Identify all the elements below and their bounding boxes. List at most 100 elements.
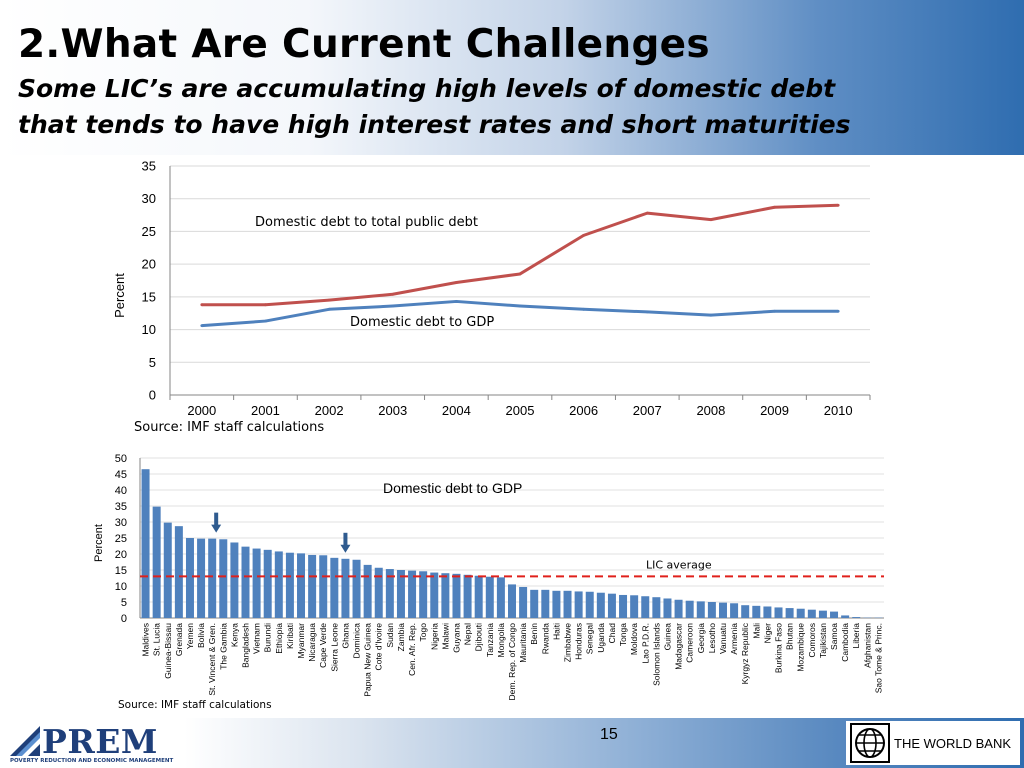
bar <box>141 469 150 618</box>
y-axis-label: Percent <box>112 273 127 318</box>
bar <box>285 552 294 618</box>
bar <box>496 577 505 618</box>
header-banner: 2.What Are Current Challenges Some LIC’s… <box>0 0 1024 155</box>
highlight-arrow-head <box>211 524 222 533</box>
bar <box>830 611 839 618</box>
x-category-label: Togo <box>418 623 428 642</box>
x-category-label: St. Lucia <box>152 623 162 656</box>
bar <box>796 608 805 618</box>
chart-source: Source: IMF staff calculations <box>134 420 324 435</box>
bar <box>718 602 727 618</box>
x-category-label: Bolivia <box>196 623 206 648</box>
bar <box>785 608 794 618</box>
bar <box>341 558 350 618</box>
x-tick-label: 2001 <box>251 403 280 418</box>
x-category-label: Liberia <box>851 623 861 649</box>
series-point <box>518 272 522 276</box>
x-category-label: Cameroon <box>685 623 695 663</box>
bar <box>396 570 405 618</box>
y-tick-label: 35 <box>115 501 127 513</box>
bar <box>674 599 683 618</box>
globe-icon <box>850 723 890 763</box>
subtitle-line-2: that tends to have high interest rates a… <box>18 110 851 139</box>
x-category-label: Cambodia <box>840 623 850 662</box>
bar <box>818 610 827 618</box>
x-category-label: Papua New Guinea <box>363 623 373 697</box>
prem-tagline: POVERTY REDUCTION AND ECONOMIC MANAGEMEN… <box>10 758 174 764</box>
x-category-label: Maldives <box>141 623 151 657</box>
bar <box>363 564 372 618</box>
x-category-label: Comoros <box>807 623 817 657</box>
bar <box>185 538 194 618</box>
x-category-label: Vanuatu <box>718 623 728 654</box>
x-category-label: Bangladesh <box>240 623 250 668</box>
x-category-label: Malawi <box>440 623 450 650</box>
bar <box>385 569 394 618</box>
bar <box>374 567 383 618</box>
series-point <box>518 304 522 308</box>
x-category-label: Uganda <box>596 623 606 653</box>
bar <box>619 594 628 618</box>
x-category-label: Mauritania <box>518 623 528 663</box>
y-tick-label: 15 <box>142 289 156 304</box>
bar <box>174 526 183 618</box>
bar <box>485 576 494 618</box>
bar <box>219 539 228 618</box>
x-category-label: Ghana <box>340 623 350 649</box>
bar <box>308 554 317 618</box>
bar <box>574 591 583 618</box>
x-category-label: Madagascar <box>674 623 684 670</box>
x-tick-label: 2010 <box>824 403 853 418</box>
series-point <box>773 309 776 313</box>
x-category-label: Sierra Leone <box>329 623 339 672</box>
x-category-label: Mozambique <box>796 623 806 672</box>
y-tick-label: 5 <box>149 355 156 370</box>
x-category-label: Cape Verde <box>318 623 328 668</box>
x-category-label: Kenya <box>229 623 239 647</box>
x-category-label: Burkina Faso <box>774 623 784 673</box>
series-point <box>454 300 458 303</box>
bar <box>241 546 250 618</box>
x-tick-label: 2008 <box>696 403 725 418</box>
y-tick-label: 20 <box>142 257 156 272</box>
highlight-arrow-shaft <box>343 532 348 546</box>
series-point <box>645 310 649 314</box>
series-label-domestic-to-public-debt: Domestic debt to total public debt <box>255 215 478 230</box>
x-tick-label: 2009 <box>760 403 789 418</box>
x-category-label: Nepal <box>463 623 473 645</box>
bar <box>652 597 661 618</box>
bar <box>430 572 439 618</box>
series-point <box>264 303 267 307</box>
x-category-label: Lao P.D.R. <box>640 623 650 663</box>
x-category-label: Mali <box>751 623 761 639</box>
y-tick-label: 0 <box>121 613 127 625</box>
x-category-label: Honduras <box>574 623 584 660</box>
series-point <box>391 304 395 308</box>
bar-chart: 0 5 10 15 20 25 30 35 40 45 50 Percent Maldives St. L… <box>93 453 884 711</box>
series-point <box>200 303 204 307</box>
x-category-label: Grenada <box>174 623 184 656</box>
bar <box>297 553 306 618</box>
x-category-label: Tanzania <box>485 623 495 657</box>
x-category-label: St. Vincent & Gren. <box>207 623 217 696</box>
highlight-arrow-head <box>340 544 351 553</box>
x-category-label: Zambia <box>396 623 406 652</box>
bar <box>763 606 772 618</box>
x-tick-label: 2000 <box>187 403 216 418</box>
x-category-label: Sao Tome & Princ. <box>873 623 883 693</box>
series-point <box>327 307 331 311</box>
y-tick-label: 10 <box>142 322 156 337</box>
x-category-label: Nicaragua <box>307 623 317 662</box>
x-tick-label: 2007 <box>633 403 662 418</box>
x-category-label: Djibouti <box>474 623 484 651</box>
x-category-label: Burundi <box>263 623 273 652</box>
bar <box>530 589 539 618</box>
bar <box>630 595 639 618</box>
subtitle-line-1: Some LIC’s are accumulating high levels … <box>18 74 836 103</box>
x-tick-label: 2006 <box>569 403 598 418</box>
lic-average-label: LIC average <box>646 558 712 571</box>
x-category-label: Zimbabwe <box>563 623 573 662</box>
series-point <box>327 298 331 302</box>
x-category-label: Dominica <box>352 623 362 659</box>
page-number: 15 <box>600 726 618 743</box>
